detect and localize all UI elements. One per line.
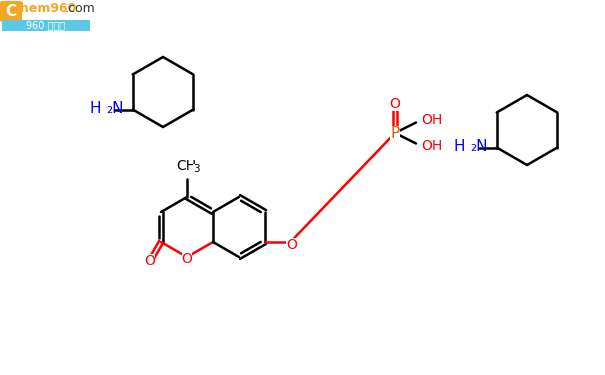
Text: O: O [286,238,297,252]
Text: C: C [5,3,16,18]
Text: O: O [182,252,192,266]
Text: O: O [390,97,401,111]
Text: H: H [453,139,465,154]
Text: P: P [390,126,400,141]
Text: H: H [89,101,100,116]
Text: ₂N: ₂N [106,101,124,116]
Text: .com: .com [65,3,96,15]
Text: ₂N: ₂N [471,139,488,154]
FancyBboxPatch shape [0,1,22,22]
Text: O: O [145,255,155,268]
FancyBboxPatch shape [2,20,90,31]
Text: 960 化工网: 960 化工网 [27,20,65,30]
Text: CH: CH [176,159,196,173]
Text: OH: OH [421,138,443,153]
Text: OH: OH [421,114,443,128]
Text: 3: 3 [193,164,199,174]
Text: hem960: hem960 [20,3,76,15]
